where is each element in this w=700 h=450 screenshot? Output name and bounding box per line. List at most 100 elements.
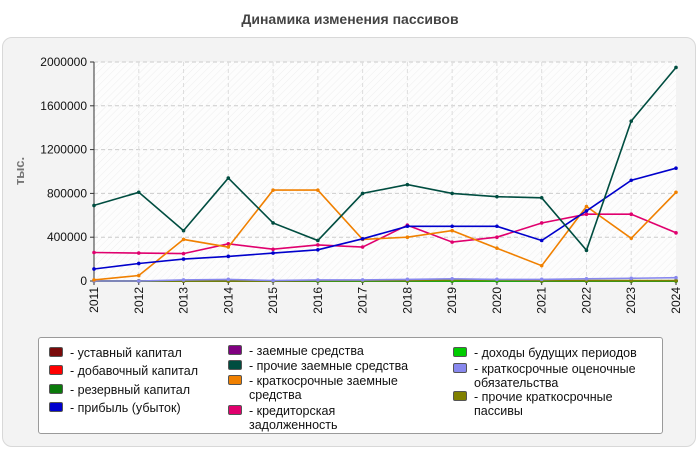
data-point-6-12 (629, 236, 634, 241)
legend-item: - прибыль (убыток) (49, 401, 240, 415)
x-tick-label: 2018 (400, 287, 414, 314)
data-point-5-1 (136, 190, 141, 195)
data-point-7-6 (360, 245, 365, 249)
legend-swatch (49, 365, 63, 375)
legend-item: - прочие краткосрочные пассивы (453, 390, 644, 418)
data-point-7-13 (674, 231, 678, 235)
legend-item: - добавочный капитал (49, 364, 240, 378)
x-tick-label: 2023 (624, 287, 638, 314)
x-tick-label: 2020 (490, 287, 504, 314)
legend-swatch (228, 360, 242, 370)
legend-label: - кредиторская задолженность (249, 404, 338, 432)
data-point-5-3 (226, 176, 231, 180)
data-point-6-8 (450, 228, 454, 233)
data-point-7-11 (584, 212, 589, 217)
legend-swatch (228, 405, 242, 415)
data-point-7-9 (495, 235, 499, 239)
data-point-9-9 (495, 277, 499, 282)
data-point-3-13 (674, 166, 678, 171)
x-tick-label: 2016 (311, 287, 325, 314)
legend-item: - прочие заемные средства (228, 359, 419, 373)
data-point-5-13 (674, 65, 678, 70)
data-point-6-10 (539, 263, 544, 268)
y-tick-label: 800000 (47, 186, 87, 200)
legend-label: - прибыль (убыток) (70, 401, 181, 415)
legend-label: - резервный капитал (70, 383, 191, 397)
data-point-9-12 (629, 276, 634, 281)
x-tick-label: 2021 (535, 287, 549, 314)
data-point-3-4 (271, 251, 275, 255)
data-point-9-1 (136, 279, 141, 283)
legend-label: - прочие заемные средства (249, 359, 409, 373)
data-point-9-2 (181, 278, 186, 282)
data-point-6-9 (495, 246, 499, 250)
data-point-7-8 (450, 240, 454, 244)
data-point-5-5 (316, 238, 320, 243)
legend-swatch (453, 363, 467, 373)
data-point-7-0 (92, 250, 96, 255)
y-tick-label: 1200000 (40, 143, 87, 157)
data-point-9-6 (360, 278, 365, 282)
x-tick-label: 2014 (221, 287, 235, 314)
legend-item: - доходы будущих периодов (453, 346, 644, 360)
data-point-9-11 (584, 277, 589, 281)
data-point-6-0 (92, 278, 96, 282)
data-point-7-10 (539, 221, 544, 225)
legend-item: - резервный капитал (49, 383, 240, 397)
x-tick-label: 2012 (132, 287, 146, 314)
data-point-6-3 (226, 245, 231, 249)
data-point-10-13 (674, 278, 678, 283)
data-point-7-2 (181, 251, 186, 256)
data-point-3-8 (450, 224, 454, 229)
legend-label: - прочие краткосрочные пассивы (474, 390, 613, 418)
legend-item: - заемные средства (228, 344, 419, 358)
data-point-7-1 (136, 251, 141, 255)
plot-hatch (94, 62, 676, 281)
data-point-5-4 (271, 221, 275, 225)
data-point-9-4 (271, 278, 275, 283)
data-point-9-8 (450, 277, 454, 281)
legend-swatch (453, 391, 467, 401)
legend-label: - добавочный капитал (70, 364, 199, 378)
legend-label: - краткосрочные заемные средства (249, 374, 398, 402)
data-point-3-3 (226, 254, 231, 259)
data-point-7-5 (316, 243, 320, 247)
x-tick-label: 2024 (669, 287, 683, 314)
x-tick-label: 2015 (266, 287, 280, 314)
data-point-6-7 (405, 235, 410, 239)
data-point-9-5 (316, 278, 320, 282)
legend-item: - краткосрочные оценочные обязательства (453, 362, 644, 390)
y-tick-label: 1600000 (40, 99, 87, 113)
series-line-5 (93, 66, 677, 252)
data-point-3-12 (629, 178, 634, 183)
legend-label: - заемные средства (249, 344, 364, 358)
chart-title: Динамика изменения пассивов (241, 11, 459, 27)
legend-swatch (453, 347, 467, 357)
legend-label: - краткосрочные оценочные обязательства (474, 362, 636, 390)
series-line-9 (94, 276, 677, 282)
legend-swatch (49, 402, 63, 412)
data-point-7-4 (271, 247, 275, 252)
data-point-3-9 (495, 224, 499, 229)
y-axis-label: тыс. (12, 157, 27, 185)
x-tick-label: 2022 (579, 287, 593, 314)
data-point-3-11 (584, 209, 589, 213)
y-tick-label: 0 (80, 274, 87, 288)
data-point-3-0 (92, 267, 96, 271)
y-tick-label: 2000000 (40, 55, 87, 69)
data-point-6-5 (316, 188, 320, 192)
data-point-6-4 (271, 188, 275, 192)
legend-item: - краткосрочные заемные средства (228, 374, 419, 402)
legend-swatch (228, 375, 242, 385)
legend-item: - кредиторская задолженность (228, 404, 419, 432)
data-point-6-11 (584, 204, 589, 209)
legend-item: - уставный капитал (49, 346, 240, 360)
data-point-9-13 (674, 275, 678, 280)
data-point-9-10 (539, 277, 544, 282)
legend-swatch (49, 384, 63, 394)
grid (94, 61, 676, 281)
legend-swatch (49, 347, 63, 357)
legend: - уставный капитал - добавочный капитал - … (38, 337, 663, 434)
data-point-5-9 (495, 194, 499, 199)
series-line-3 (93, 167, 677, 270)
